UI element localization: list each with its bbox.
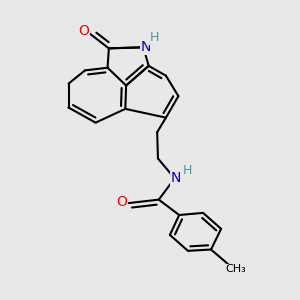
Text: H: H [183,164,192,177]
Text: N: N [141,40,151,53]
Text: O: O [78,24,89,38]
Text: CH₃: CH₃ [226,264,247,274]
Text: O: O [116,195,127,209]
Text: H: H [149,31,159,44]
Text: N: N [171,171,181,185]
